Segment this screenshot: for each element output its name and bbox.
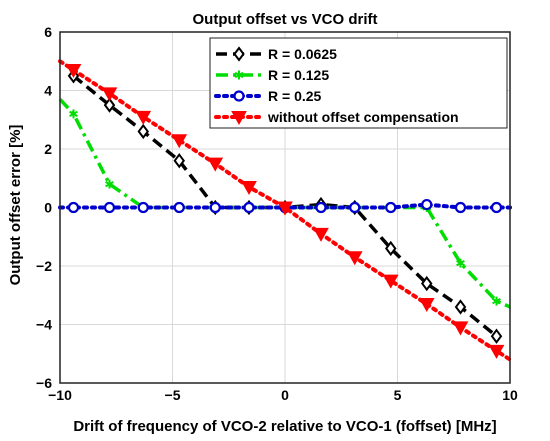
data-point (454, 201, 467, 214)
data-point (137, 123, 149, 140)
y-tick-label: 6 (44, 24, 52, 40)
data-point (233, 90, 245, 102)
data-point (492, 296, 501, 306)
legend-label: R = 0.25 (268, 88, 322, 104)
data-point (488, 344, 505, 359)
data-point (277, 201, 293, 216)
x-tick-label: −5 (165, 387, 181, 403)
series-markers (65, 64, 505, 359)
data-point (418, 298, 435, 313)
data-point-stroke (456, 259, 465, 267)
y-axis-label: Output offset error [%] (7, 125, 24, 286)
y-tick-label: −6 (36, 375, 52, 391)
data-point (173, 201, 185, 214)
legend: R = 0.0625 R = 0.125 R = 0.25 without offse… (209, 37, 508, 129)
x-axis-label: Drift of frequency of VCO-2 relative to … (73, 418, 496, 435)
data-point (101, 87, 118, 102)
data-point (135, 110, 152, 125)
x-tick-label: 5 (394, 387, 402, 403)
data-point (234, 70, 244, 80)
data-point (103, 201, 116, 214)
data-point (231, 111, 247, 126)
legend-label: without offset compensation (267, 109, 459, 125)
data-point (385, 240, 397, 257)
data-point-stroke (105, 180, 114, 188)
data-point (315, 201, 327, 214)
y-tick-label: −2 (36, 258, 52, 274)
data-point (421, 275, 433, 292)
legend-entry: R = 0.125 (216, 67, 329, 83)
data-point (241, 181, 257, 196)
data-point-stroke (69, 110, 78, 118)
data-point (349, 201, 361, 214)
data-point (490, 201, 503, 214)
data-point (105, 179, 114, 189)
tick-labels: −10 −5 0 5 10 −6 −4 −2 0 2 4 6 (36, 24, 518, 403)
legend-entry: without offset compensation (214, 109, 459, 126)
legend-label: R = 0.125 (268, 67, 329, 83)
legend-entry: R = 0.0625 (216, 46, 337, 62)
data-point (243, 201, 255, 214)
data-point (313, 227, 329, 242)
y-tick-label: 4 (44, 83, 52, 99)
data-point-stroke (234, 71, 244, 79)
y-tick-label: 2 (44, 141, 52, 157)
series (58, 59, 512, 362)
plot-frame (59, 31, 511, 384)
y-tick-label: −4 (36, 317, 52, 333)
data-point (207, 157, 224, 172)
series-4 (58, 59, 512, 362)
x-tick-label: −10 (48, 387, 72, 403)
data-point (171, 134, 188, 149)
data-point (69, 109, 78, 119)
data-point (233, 46, 245, 62)
data-point (385, 201, 397, 214)
legend-label: R = 0.0625 (268, 46, 337, 62)
y-tick-label: 0 (44, 200, 52, 216)
data-point (209, 201, 221, 214)
data-point (382, 274, 399, 289)
chart-title: Output offset vs VCO drift (193, 11, 378, 28)
data-point (456, 258, 465, 268)
x-tick-label: 0 (281, 387, 289, 403)
data-point (490, 328, 503, 344)
data-point (137, 201, 149, 214)
data-point (452, 321, 469, 336)
x-tick-label: 10 (502, 387, 518, 403)
data-point (346, 251, 363, 266)
data-point (173, 153, 185, 169)
data-point (67, 201, 80, 214)
data-point-stroke (492, 297, 501, 305)
data-point (421, 198, 433, 211)
data-point (65, 64, 82, 79)
data-point (454, 299, 467, 315)
data-point (103, 97, 116, 113)
legend-entry: R = 0.25 (214, 88, 322, 104)
series-markers (67, 198, 503, 214)
